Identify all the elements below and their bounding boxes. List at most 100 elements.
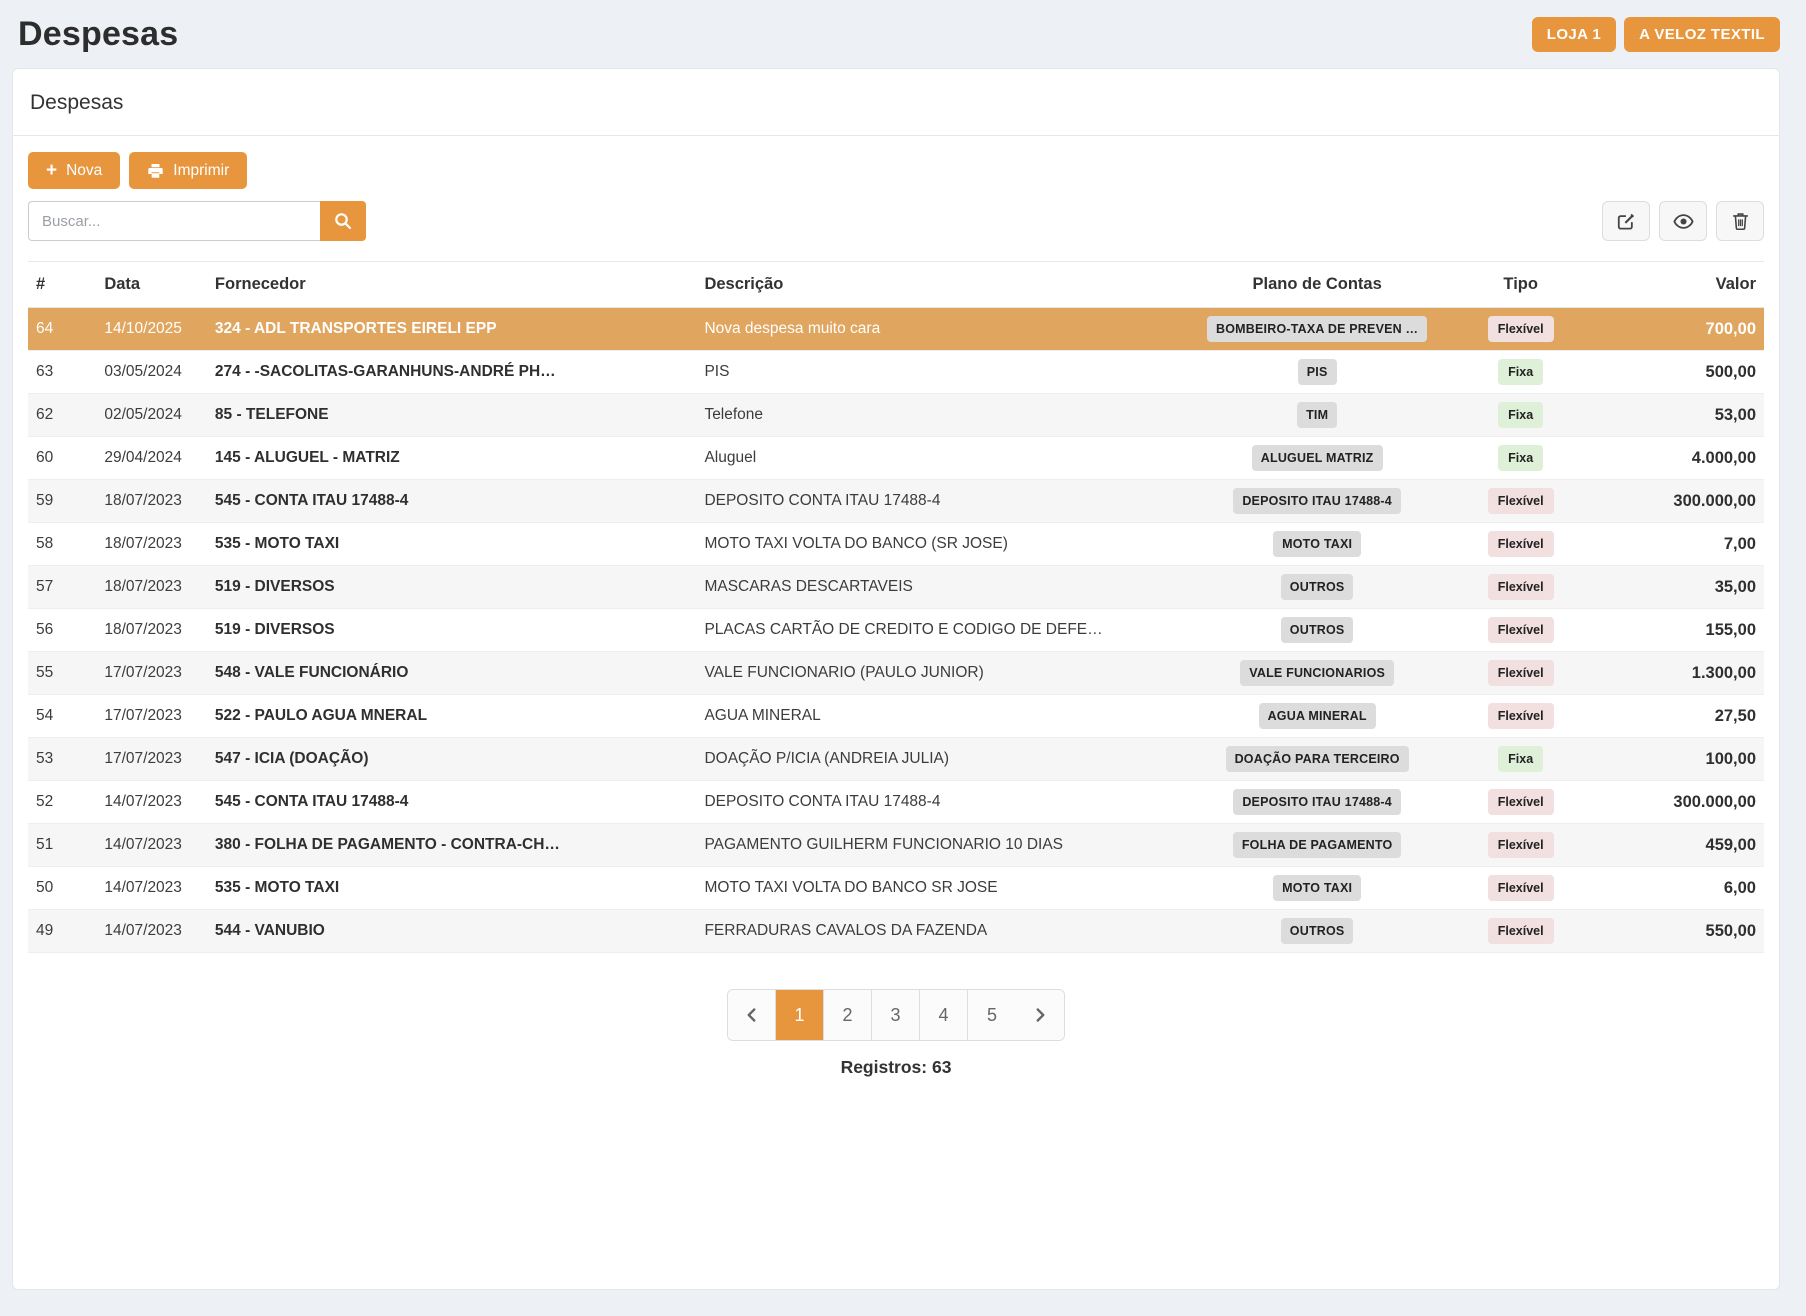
plan-badge: VALE FUNCIONARIOS (1240, 660, 1395, 686)
cell-plan: PIS (1183, 350, 1451, 394)
cell-id: 51 (28, 823, 97, 867)
plan-badge: BOMBEIRO-TAXA DE PREVEN … (1207, 316, 1428, 342)
cell-type: Flexível (1450, 651, 1592, 695)
cell-plan: OUTROS (1183, 909, 1451, 953)
cell-id: 62 (28, 393, 97, 437)
cell-value: 35,00 (1591, 565, 1764, 609)
cell-type: Flexível (1450, 307, 1592, 351)
cell-value: 7,00 (1591, 522, 1764, 566)
column-header: Data (96, 261, 207, 308)
cell-value: 4.000,00 (1591, 436, 1764, 480)
cell-type: Fixa (1450, 350, 1592, 394)
cell-description: Nova despesa muito cara (696, 307, 1184, 351)
table-row[interactable]: 60 29/04/2024 145 - ALUGUEL - MATRIZ Alugue… (28, 436, 1764, 480)
type-badge: Flexível (1487, 703, 1554, 729)
cell-id: 50 (28, 866, 97, 910)
cell-supplier: 519 - DIVERSOS (206, 608, 697, 652)
cell-date: 29/04/2024 (96, 436, 207, 480)
type-badge: Flexível (1487, 832, 1554, 858)
cell-value: 27,50 (1591, 694, 1764, 738)
pagination-page-4[interactable]: 4 (920, 990, 968, 1040)
column-header: Plano de Contas (1183, 261, 1451, 308)
store-badge[interactable]: LOJA 1 (1531, 17, 1617, 52)
edit-button[interactable] (1602, 201, 1650, 241)
table-row[interactable]: 53 17/07/2023 547 - ICIA (DOAÇÃO) DOAÇÃO P/… (28, 737, 1764, 781)
cell-id: 53 (28, 737, 97, 781)
plan-badge: OUTROS (1280, 918, 1354, 944)
plan-badge: OUTROS (1280, 617, 1354, 643)
cell-value: 459,00 (1591, 823, 1764, 867)
cell-supplier: 535 - MOTO TAXI (206, 866, 697, 910)
cell-id: 58 (28, 522, 97, 566)
cell-type: Flexível (1450, 909, 1592, 953)
pagination-page-3[interactable]: 3 (872, 990, 920, 1040)
pagination-page-5[interactable]: 5 (968, 990, 1016, 1040)
company-badge[interactable]: A VELOZ TEXTIL (1624, 17, 1780, 52)
new-expense-button[interactable]: + Nova (28, 152, 121, 189)
cell-id: 49 (28, 909, 97, 953)
cell-value: 700,00 (1591, 307, 1764, 351)
table-row[interactable]: 58 18/07/2023 535 - MOTO TAXI MOTO TAXI VOL… (28, 522, 1764, 566)
pagination-page-2[interactable]: 2 (824, 990, 872, 1040)
cell-type: Flexível (1450, 866, 1592, 910)
cell-plan: TIM (1183, 393, 1451, 437)
table-row[interactable]: 59 18/07/2023 545 - CONTA ITAU 17488-4 DEPO… (28, 479, 1764, 523)
plan-badge: TIM (1297, 402, 1338, 428)
cell-plan: AGUA MINERAL (1183, 694, 1451, 738)
delete-button[interactable] (1716, 201, 1764, 241)
table-row[interactable]: 49 14/07/2023 544 - VANUBIO FERRADURAS CAVA… (28, 909, 1764, 953)
cell-type: Flexível (1450, 780, 1592, 824)
table-row[interactable]: 54 17/07/2023 522 - PAULO AGUA MNERAL AGUA … (28, 694, 1764, 738)
column-header: Fornecedor (206, 261, 697, 308)
cell-plan: DEPOSITO ITAU 17488-4 (1183, 780, 1451, 824)
cell-type: Fixa (1450, 737, 1592, 781)
cell-id: 56 (28, 608, 97, 652)
cell-id: 63 (28, 350, 97, 394)
cell-description: MOTO TAXI VOLTA DO BANCO SR JOSE (696, 866, 1184, 910)
page-title: Despesas (18, 15, 179, 53)
table-row[interactable]: 62 02/05/2024 85 - TELEFONE Telefone TIM Fixa… (28, 393, 1764, 437)
cell-value: 300.000,00 (1591, 780, 1764, 824)
cell-plan: ALUGUEL MATRIZ (1183, 436, 1451, 480)
plan-badge: OUTROS (1280, 574, 1354, 600)
view-button[interactable] (1659, 201, 1707, 241)
cell-description: PIS (696, 350, 1184, 394)
pagination-next[interactable] (1016, 990, 1064, 1040)
cell-plan: MOTO TAXI (1183, 866, 1451, 910)
table-row[interactable]: 50 14/07/2023 535 - MOTO TAXI MOTO TAXI VOL… (28, 866, 1764, 910)
cell-plan: BOMBEIRO-TAXA DE PREVEN … (1183, 307, 1451, 351)
table-row[interactable]: 63 03/05/2024 274 - -SACOLITAS-GARANHUNS-A… (28, 350, 1764, 394)
printer-icon (147, 163, 164, 179)
pagination-prev[interactable] (728, 990, 776, 1040)
expenses-table: # Data Fornecedor Descrição Plano de Contas T… (28, 261, 1764, 953)
cell-description: MOTO TAXI VOLTA DO BANCO (SR JOSE) (696, 522, 1184, 566)
table-row[interactable]: 57 18/07/2023 519 - DIVERSOS MASCARAS DESCA… (28, 565, 1764, 609)
cell-description: PAGAMENTO GUILHERM FUNCIONARIO 10 DIAS (696, 823, 1184, 867)
cell-supplier: 547 - ICIA (DOAÇÃO) (206, 737, 697, 781)
pagination-page-1[interactable]: 1 (776, 990, 824, 1040)
table-row[interactable]: 64 14/10/2025 324 - ADL TRANSPORTES EIRELI… (28, 307, 1764, 351)
type-badge: Fixa (1498, 359, 1544, 385)
cell-type: Flexível (1450, 823, 1592, 867)
trash-icon (1732, 212, 1749, 230)
plan-badge: DEPOSITO ITAU 17488-4 (1233, 789, 1401, 815)
column-header: Valor (1591, 261, 1764, 308)
header-badges: LOJA 1 A VELOZ TEXTIL (1531, 17, 1780, 52)
search-button[interactable] (320, 201, 366, 241)
print-button[interactable]: Imprimir (129, 152, 248, 189)
cell-date: 18/07/2023 (96, 608, 207, 652)
table-row[interactable]: 56 18/07/2023 519 - DIVERSOS PLACAS CARTÃO … (28, 608, 1764, 652)
column-header: Descrição (696, 261, 1184, 308)
cell-supplier: 85 - TELEFONE (206, 393, 697, 437)
type-badge: Flexível (1487, 918, 1554, 944)
search-input[interactable] (28, 201, 320, 241)
table-row[interactable]: 55 17/07/2023 548 - VALE FUNCIONÁRIO VALE F… (28, 651, 1764, 695)
cell-description: PLACAS CARTÃO DE CREDITO E CODIGO DE DEF… (696, 608, 1184, 652)
cell-supplier: 519 - DIVERSOS (206, 565, 697, 609)
cell-plan: OUTROS (1183, 565, 1451, 609)
plan-badge: ALUGUEL MATRIZ (1251, 445, 1383, 471)
table-row[interactable]: 52 14/07/2023 545 - CONTA ITAU 17488-4 DEPO… (28, 780, 1764, 824)
table-row[interactable]: 51 14/07/2023 380 - FOLHA DE PAGAMENTO - C… (28, 823, 1764, 867)
cell-supplier: 522 - PAULO AGUA MNERAL (206, 694, 697, 738)
